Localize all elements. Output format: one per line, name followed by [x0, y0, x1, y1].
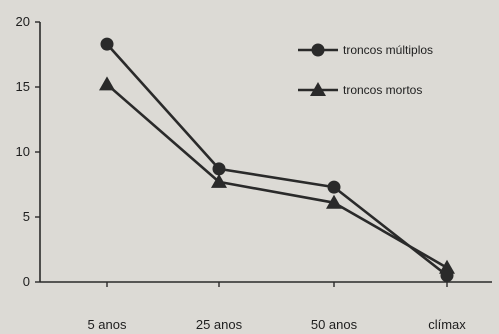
- y-ticks: 0 5 10 15 20: [16, 14, 40, 289]
- y-axis: 0 5 10 15 20: [16, 14, 41, 289]
- series-1: [100, 37, 454, 282]
- y-tick-label: 15: [16, 79, 30, 94]
- data-point-triangle: [326, 194, 342, 209]
- x-axis: 5 anos 25 anos 50 anos clímax: [40, 281, 492, 332]
- y-tick-label: 20: [16, 14, 30, 29]
- legend-label: troncos múltiplos: [343, 43, 433, 57]
- data-point-circle: [327, 180, 341, 194]
- series-line: [106, 43, 448, 277]
- legend-marker-circle: [311, 43, 325, 57]
- data-point-circle: [212, 162, 226, 176]
- data-point-circle: [100, 37, 114, 51]
- y-tick-label: 10: [16, 144, 30, 159]
- y-tick-label: 5: [23, 209, 30, 224]
- legend-marker-triangle: [310, 82, 326, 96]
- data-point-triangle: [439, 259, 455, 274]
- x-tick-label: 25 anos: [196, 317, 243, 332]
- x-tick-label: 50 anos: [311, 317, 358, 332]
- legend-entry: troncos mortos: [298, 82, 422, 97]
- series-line: [106, 83, 448, 269]
- legend-entry: troncos múltiplos: [298, 43, 433, 57]
- legend: troncos múltiplos troncos mortos: [298, 43, 433, 97]
- data-point-triangle: [99, 76, 115, 91]
- y-tick-label: 0: [23, 274, 30, 289]
- series-2: [99, 76, 455, 274]
- series-layer: [99, 37, 455, 282]
- data-point-triangle: [211, 173, 227, 188]
- legend-label: troncos mortos: [343, 83, 422, 97]
- x-tick-label: clímax: [428, 317, 466, 332]
- x-tick-label: 5 anos: [87, 317, 127, 332]
- x-ticks: 5 anos 25 anos 50 anos clímax: [87, 282, 466, 332]
